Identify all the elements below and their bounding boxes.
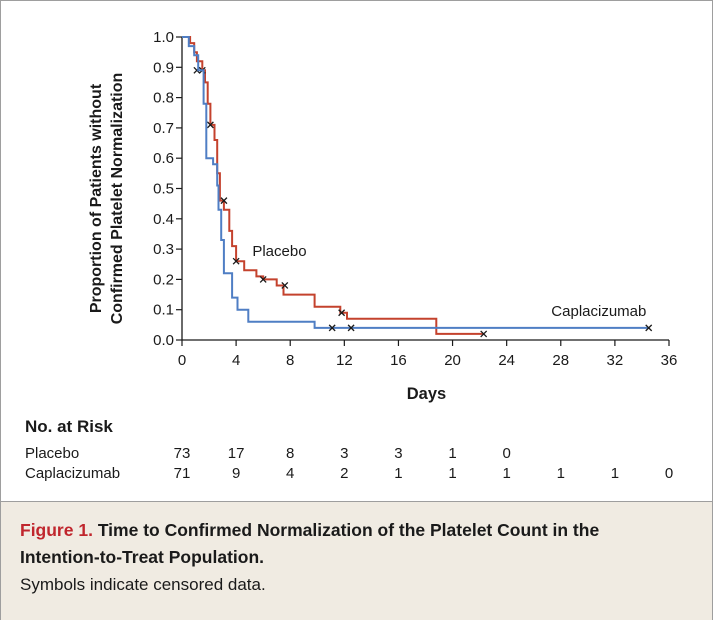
censor-stroke	[480, 330, 488, 338]
x-tick-label: 24	[498, 352, 515, 369]
series-line-placebo	[182, 36, 484, 335]
risk-value: 8	[286, 445, 295, 462]
caption-title-text: Time to Confirmed Normalization of the P…	[20, 520, 600, 567]
risk-table: No. at Risk Placebo 73 17 8 3 3 1 0 Caplacizumab…	[1, 415, 713, 485]
x-axis-label: Days	[407, 385, 446, 403]
censor-mark	[206, 121, 214, 129]
y-tick-label: 0.4	[153, 211, 174, 228]
x-tick-label: 12	[336, 352, 353, 369]
series-layer	[182, 36, 653, 338]
risk-value: 17	[227, 445, 245, 462]
x-tick-label: 8	[286, 352, 294, 369]
y-tick-label: 0.0	[153, 332, 174, 349]
censor-mark	[645, 324, 653, 332]
risk-value: 3	[340, 445, 349, 462]
risk-value: 71	[173, 465, 191, 482]
y-tick-label: 0.3	[153, 241, 174, 258]
y-tick-label: 0.8	[153, 90, 174, 107]
axes: 0.0 0.1 0.2 0.3 0.4 0.5 0.6 0.7 0.8 0.9 1.0 0 4 8 12 16…	[153, 29, 677, 369]
censor-mark	[328, 324, 336, 332]
censor-mark	[220, 197, 228, 205]
censor-stroke	[347, 324, 355, 332]
risk-value: 0	[664, 465, 674, 482]
risk-row-label: Placebo	[25, 445, 80, 462]
risk-value: 0	[502, 445, 511, 462]
x-tick-label: 20	[444, 352, 461, 369]
x-tick-label: 4	[232, 352, 240, 369]
censor-mark	[480, 330, 488, 338]
risk-value: 3	[394, 445, 403, 462]
x-tick-label: 28	[552, 352, 569, 369]
censor-mark	[232, 257, 240, 265]
risk-value: 73	[173, 445, 191, 462]
y-tick-label: 0.1	[153, 302, 174, 319]
y-tick-label: 1.0	[153, 29, 174, 46]
risk-row-label: Caplacizumab	[25, 465, 121, 482]
risk-value: 9	[231, 465, 241, 482]
censor-stroke	[328, 324, 336, 332]
figure-caption: Figure 1. Time to Confirmed Normalizatio…	[1, 501, 712, 620]
censor-mark	[347, 324, 355, 332]
x-tick-label: 36	[661, 352, 678, 369]
y-tick-label: 0.2	[153, 271, 174, 288]
km-chart: 0.0 0.1 0.2 0.3 0.4 0.5 0.6 0.7 0.8 0.9 1.0 0 4 8 12 16…	[88, 29, 677, 403]
censor-stroke	[220, 197, 228, 205]
series-label-caplacizumab: Caplacizumab	[551, 303, 646, 320]
censor-mark	[281, 282, 289, 289]
y-tick-label: 0.7	[153, 120, 174, 137]
y-axis-label-line: Proportion of Patients without	[88, 83, 105, 313]
series-label-placebo: Placebo	[252, 243, 306, 260]
x-tick-label: 32	[607, 352, 624, 369]
labels-layer: Days Proportion of Patients without Confir…	[88, 73, 646, 403]
caption-title: Figure 1. Time to Confirmed Normalizatio…	[20, 517, 660, 571]
y-axis-label-line: Confirmed Platelet Normalization	[109, 73, 126, 325]
x-tick-label: 16	[390, 352, 407, 369]
figure-label: Figure 1.	[20, 520, 93, 540]
censor-stroke	[281, 282, 289, 289]
censor-mark	[338, 309, 346, 317]
risk-value: 1	[448, 465, 457, 482]
risk-table-title: No. at Risk	[25, 417, 113, 436]
risk-value: 1	[394, 465, 403, 482]
censor-stroke	[232, 257, 240, 265]
series-line-caplacizumab	[182, 36, 649, 329]
risk-value: 1	[448, 445, 457, 462]
censor-stroke	[206, 121, 214, 129]
y-tick-label: 0.6	[153, 150, 174, 167]
x-tick-label: 0	[178, 352, 186, 369]
y-tick-label: 0.5	[153, 181, 174, 198]
censor-stroke	[645, 324, 653, 332]
censor-mark	[259, 275, 267, 283]
y-tick-label: 0.9	[153, 59, 174, 76]
risk-value: 1	[556, 465, 565, 482]
risk-value: 2	[340, 465, 349, 482]
caption-note: Symbols indicate censored data.	[20, 575, 266, 594]
censor-stroke	[338, 309, 346, 317]
censor-stroke	[259, 275, 267, 283]
risk-value: 1	[610, 465, 620, 482]
risk-value: 4	[286, 465, 295, 482]
risk-value: 1	[502, 465, 511, 482]
